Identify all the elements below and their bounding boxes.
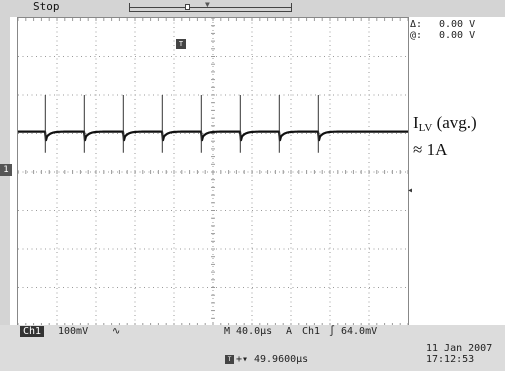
trigger-marker-icon[interactable]: T xyxy=(176,39,186,49)
graticule: T ◂ xyxy=(17,17,409,327)
channel-badge[interactable]: Ch1 xyxy=(20,326,44,337)
annotation-value: ≈ 1A xyxy=(413,139,477,161)
record-line xyxy=(130,7,291,8)
trigger-mode: A xyxy=(286,326,292,338)
channel-ground-marker[interactable]: 1 xyxy=(0,164,12,176)
grid-lines xyxy=(18,18,408,326)
at-value: 0.00 V xyxy=(439,30,475,41)
trigger-slope-icon: ∫ xyxy=(329,326,335,338)
acquisition-time: 17:12:53 xyxy=(426,354,474,366)
delta-symbol: Δ: xyxy=(410,19,422,30)
trigger-source[interactable]: Ch1 xyxy=(302,326,320,338)
delta-value: 0.00 V xyxy=(439,19,475,30)
bw-limit-icon: ∿ xyxy=(112,326,120,338)
record-window-indicator[interactable] xyxy=(185,4,190,10)
grid-svg xyxy=(18,18,408,326)
annotation-suffix: (avg.) xyxy=(432,113,476,132)
trigger-delay-icon: T xyxy=(225,355,234,364)
annotation-label: ILV (avg.) xyxy=(413,112,477,139)
trigger-position-arrow-icon: ▼ xyxy=(205,1,210,9)
status-bar: Stop ▼ xyxy=(0,0,505,17)
timebase-scale[interactable]: M 40.0µs xyxy=(224,326,272,338)
annotation-subscript: LV xyxy=(419,122,433,134)
trigger-offset-arrow-icon: +▾ xyxy=(236,354,248,366)
record-length-bar xyxy=(129,3,292,12)
info-bar: Ch1 100mV ∿ M 40.0µs A Ch1 ∫ 64.0mV T +▾… xyxy=(0,325,505,371)
trigger-level[interactable]: 64.0mV xyxy=(341,326,377,338)
current-annotation: ILV (avg.) ≈ 1A xyxy=(413,112,477,161)
spike-group xyxy=(45,95,318,153)
at-symbol: @: xyxy=(410,30,422,41)
run-state-label: Stop xyxy=(33,0,60,14)
trigger-offset[interactable]: 49.9600µs xyxy=(254,354,308,366)
vertical-scale[interactable]: 100mV xyxy=(58,326,88,338)
trigger-level-arrow-icon[interactable]: ◂ xyxy=(407,186,413,196)
